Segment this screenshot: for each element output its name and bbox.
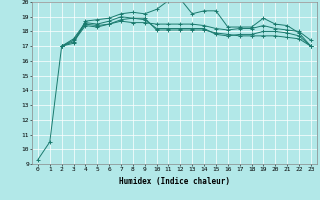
X-axis label: Humidex (Indice chaleur): Humidex (Indice chaleur)	[119, 177, 230, 186]
